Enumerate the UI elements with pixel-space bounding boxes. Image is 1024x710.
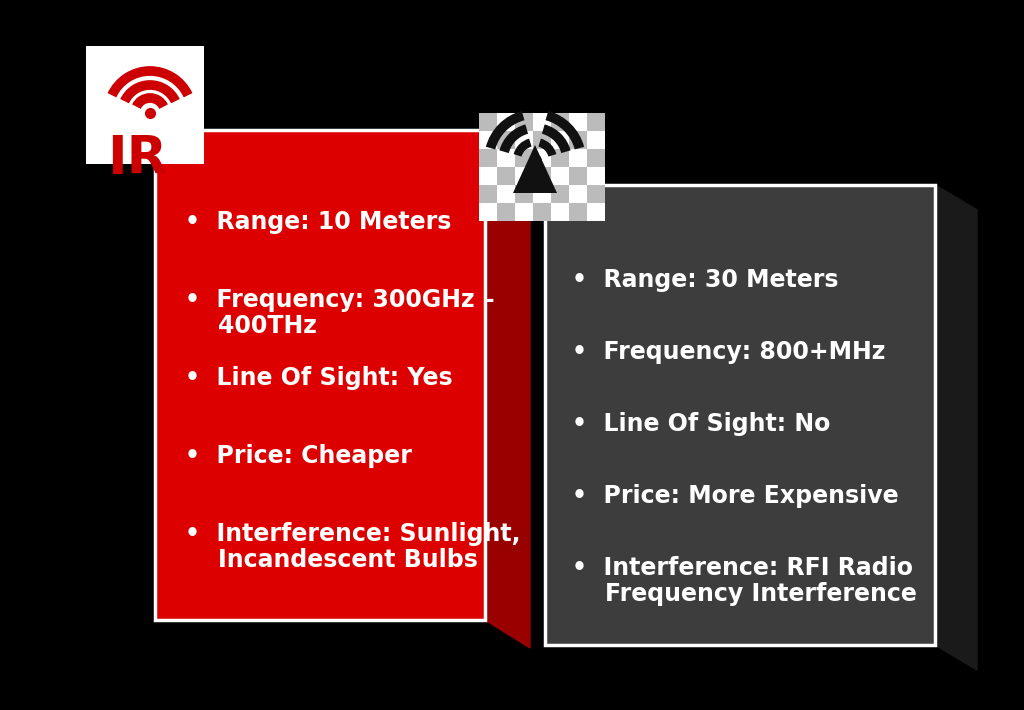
Bar — [479, 167, 497, 185]
Bar — [155, 130, 485, 620]
Bar — [551, 149, 569, 167]
Bar — [587, 113, 605, 131]
Bar — [479, 131, 497, 149]
Bar — [479, 113, 497, 131]
Bar — [569, 167, 587, 185]
Text: •  Range: 30 Meters: • Range: 30 Meters — [572, 268, 839, 292]
Bar — [534, 131, 551, 149]
Bar — [497, 203, 515, 221]
Text: •  Line Of Sight: No: • Line Of Sight: No — [572, 412, 830, 436]
Text: •  Interference: RFI Radio
    Frequency Interference: • Interference: RFI Radio Frequency Inte… — [572, 556, 916, 606]
Text: •  Line Of Sight: Yes: • Line Of Sight: Yes — [185, 366, 453, 390]
Bar — [551, 203, 569, 221]
Bar — [534, 167, 551, 185]
Bar — [534, 113, 551, 131]
Text: •  Frequency: 800+MHz: • Frequency: 800+MHz — [572, 340, 886, 364]
Bar — [497, 149, 515, 167]
Bar — [587, 167, 605, 185]
Polygon shape — [485, 130, 530, 648]
Bar — [551, 167, 569, 185]
Bar — [497, 185, 515, 203]
Bar — [551, 131, 569, 149]
Bar — [587, 203, 605, 221]
Bar — [587, 149, 605, 167]
Bar — [569, 113, 587, 131]
Bar — [551, 185, 569, 203]
Bar — [479, 203, 497, 221]
Polygon shape — [545, 185, 977, 210]
Text: •  Interference: Sunlight,
    Incandescent Bulbs: • Interference: Sunlight, Incandescent B… — [185, 522, 520, 572]
Bar — [515, 149, 534, 167]
Bar — [515, 131, 534, 149]
Bar — [534, 203, 551, 221]
Bar — [479, 109, 591, 221]
Bar — [587, 131, 605, 149]
Text: •  Price: Cheaper: • Price: Cheaper — [185, 444, 412, 468]
Bar — [534, 185, 551, 203]
Bar — [587, 185, 605, 203]
Bar — [479, 185, 497, 203]
Text: •  Range: 10 Meters: • Range: 10 Meters — [185, 210, 452, 234]
Bar — [497, 113, 515, 131]
Bar — [86, 46, 204, 164]
Bar — [569, 185, 587, 203]
Bar — [515, 167, 534, 185]
Bar — [569, 203, 587, 221]
Bar — [479, 149, 497, 167]
Text: •  Frequency: 300GHz –
    400THz: • Frequency: 300GHz – 400THz — [185, 288, 495, 338]
Polygon shape — [155, 130, 530, 158]
Bar — [545, 185, 935, 645]
Bar — [497, 167, 515, 185]
Text: •  Price: More Expensive: • Price: More Expensive — [572, 484, 899, 508]
Bar — [515, 113, 534, 131]
Bar — [551, 113, 569, 131]
Bar — [569, 149, 587, 167]
Bar — [534, 149, 551, 167]
Bar — [515, 203, 534, 221]
Text: IR: IR — [106, 133, 167, 185]
Polygon shape — [513, 145, 557, 193]
Bar — [515, 185, 534, 203]
Bar — [497, 131, 515, 149]
Polygon shape — [935, 185, 977, 670]
Bar — [569, 131, 587, 149]
